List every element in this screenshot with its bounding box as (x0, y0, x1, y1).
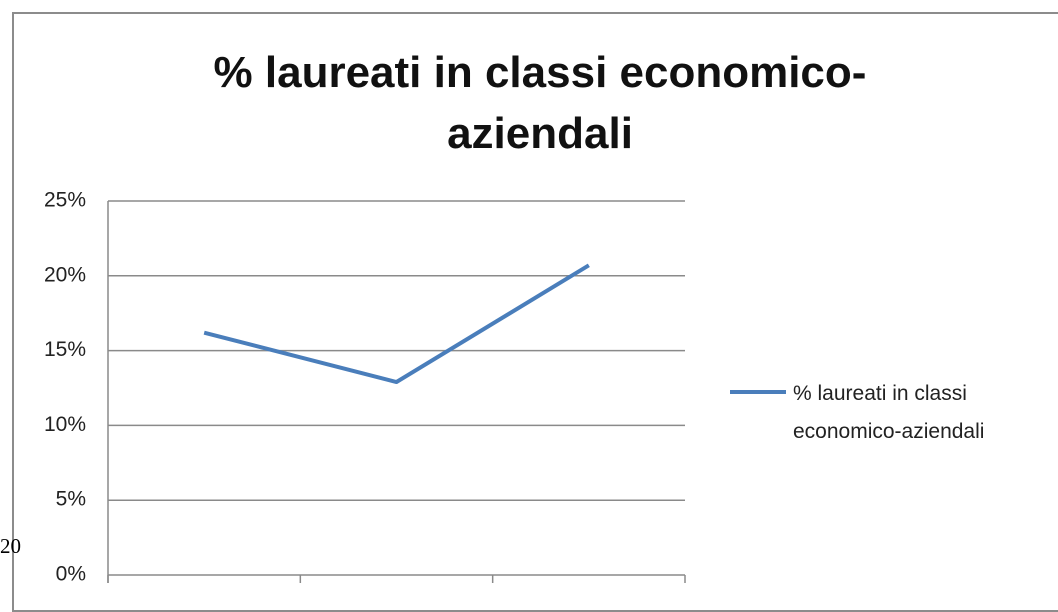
y-tick-label: 20% (44, 263, 86, 286)
y-tick-label: 15% (44, 338, 86, 361)
y-tick-label: 0% (56, 563, 86, 586)
chart: 0% 5% 10% 15% 20% 25% (44, 189, 786, 586)
side-text: 20 (0, 534, 21, 558)
y-tick-label: 10% (44, 413, 86, 436)
y-tick-label: 5% (56, 488, 86, 511)
chart-title: % laureati in classi economico-aziendali (213, 48, 867, 158)
legend-label: % laureati in classi economico-aziendali (793, 382, 985, 443)
data-line (203, 263, 590, 385)
page: {"chart_data": {"type": "line", "title":… (0, 12, 1058, 612)
y-tick-label: 25% (44, 189, 86, 212)
